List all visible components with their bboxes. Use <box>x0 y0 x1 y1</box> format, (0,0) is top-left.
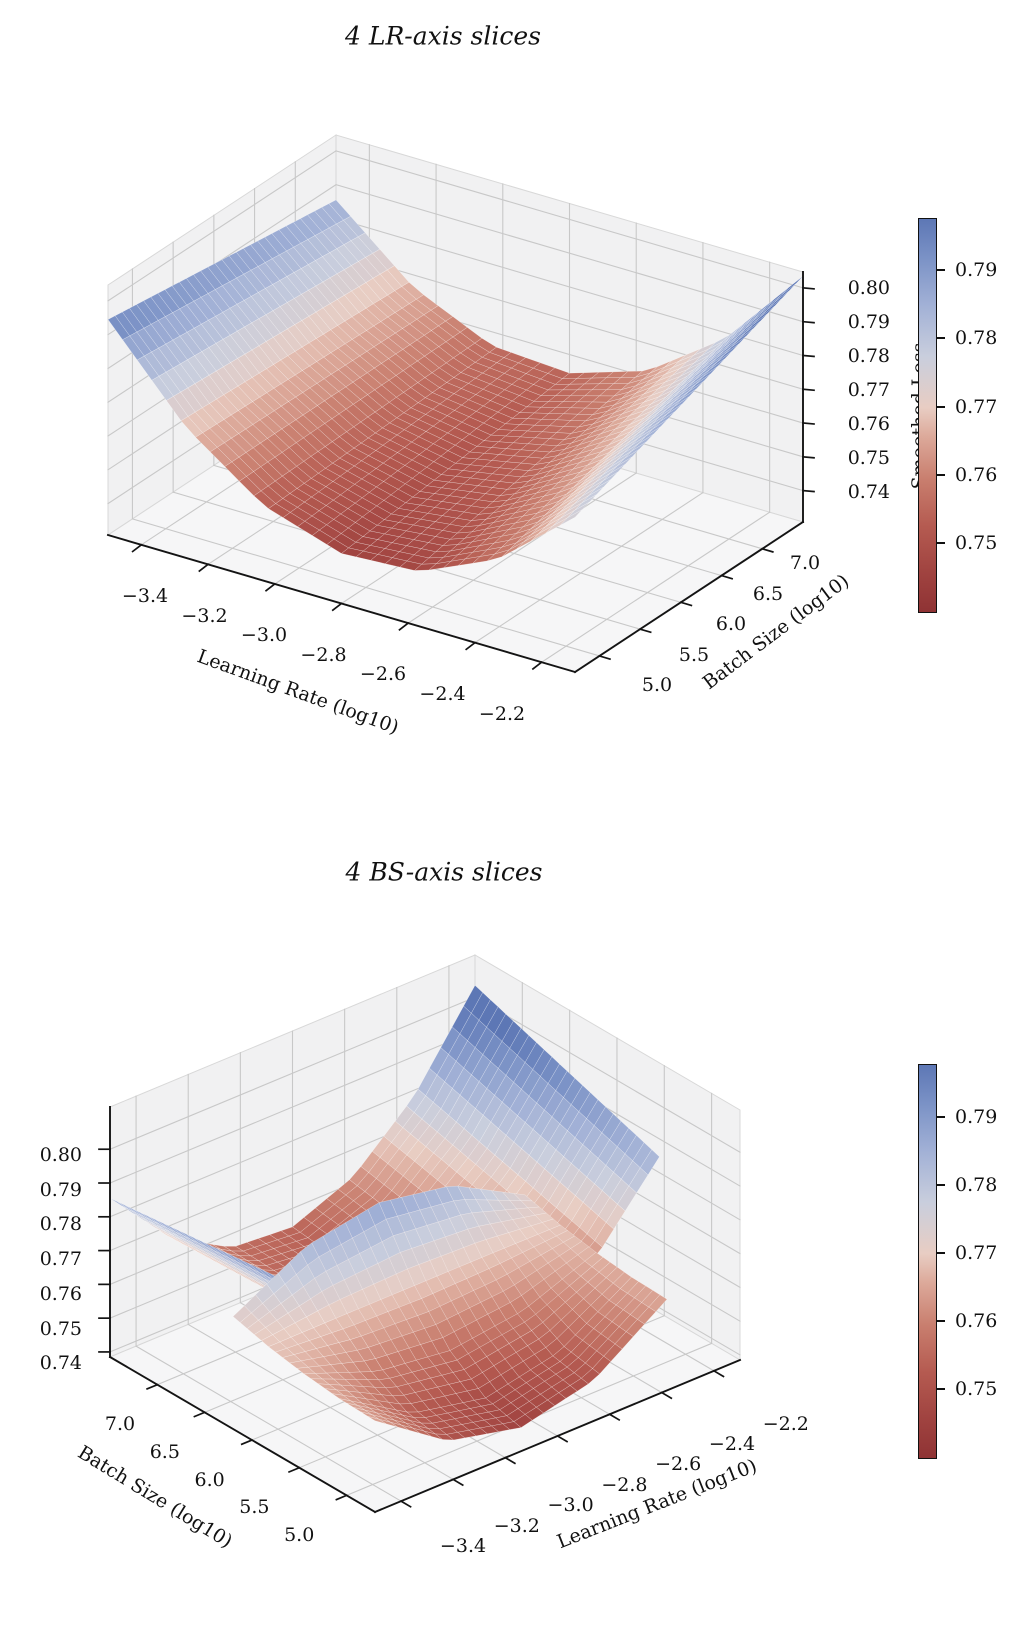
z-tick-label: 0.74 <box>39 1352 82 1375</box>
colorbar-tick-mark <box>937 337 945 339</box>
x-tick-label: −2.6 <box>655 1453 702 1476</box>
z-tick-label: 0.76 <box>847 413 890 435</box>
z-tick-label: 0.77 <box>847 379 890 401</box>
colorbar-bottom <box>918 1064 937 1459</box>
y-tick-label: 5.5 <box>239 1496 270 1519</box>
colorbar-tick-mark <box>937 1320 945 1322</box>
y-tick-label: 5.0 <box>641 674 673 696</box>
colorbar-tick-mark <box>937 1388 945 1390</box>
z-tick-label: 0.78 <box>847 345 890 367</box>
x-tick-label: −2.8 <box>601 1473 648 1496</box>
z-tick-label: 0.77 <box>39 1248 82 1271</box>
z-tick-label: 0.79 <box>847 311 890 333</box>
colorbar-tick-mark <box>937 406 945 408</box>
chart-title-top: 4 LR-axis slices <box>345 21 541 51</box>
x-tick-label: −2.2 <box>478 702 526 725</box>
x-tick-label: −3.4 <box>439 1535 487 1557</box>
x-tick-label: −3.0 <box>240 624 288 647</box>
colorbar-tick-label: 0.79 <box>955 259 998 281</box>
colorbar-tick-mark <box>937 1184 945 1186</box>
chart-title-bottom: 4 BS-axis slices <box>345 857 543 887</box>
z-tick-label: 0.75 <box>847 447 890 469</box>
y-tick-label: 6.5 <box>752 582 784 605</box>
colorbar-tick-mark <box>937 269 945 271</box>
y-tick-label: 7.0 <box>789 552 821 574</box>
x-tick-label: −3.4 <box>121 585 169 607</box>
colorbar-tick-label: 0.78 <box>955 1174 998 1196</box>
colorbar-tick-label: 0.76 <box>955 1310 998 1332</box>
colorbar-tick-label: 0.75 <box>955 532 998 554</box>
z-tick-label: 0.80 <box>847 277 890 299</box>
x-tick-label: −3.0 <box>547 1494 594 1517</box>
x-tick-label: −2.2 <box>762 1412 809 1435</box>
z-tick-label: 0.74 <box>847 481 890 503</box>
colorbar-top <box>918 218 937 613</box>
z-tick-label: 0.75 <box>39 1317 82 1340</box>
colorbar-tick-label: 0.79 <box>955 1106 998 1128</box>
colorbar-tick-mark <box>937 542 945 544</box>
z-tick-label: 0.78 <box>39 1213 82 1236</box>
z-tick-label: 0.80 <box>39 1144 82 1166</box>
x-tick-label: −3.2 <box>181 604 228 627</box>
y-tick-label: 6.5 <box>149 1440 180 1463</box>
colorbar-tick-mark <box>937 474 945 476</box>
z-tick-label: 0.79 <box>39 1178 82 1201</box>
x-tick-label: −2.8 <box>300 643 347 666</box>
y-tick-label: 5.0 <box>284 1524 315 1547</box>
colorbar-tick-mark <box>937 1116 945 1118</box>
x-tick-label: −2.4 <box>419 683 466 705</box>
y-tick-label: 6.0 <box>715 613 747 635</box>
x-tick-label: −2.6 <box>359 663 407 686</box>
y-tick-label: 6.0 <box>194 1468 225 1491</box>
y-tick-label: 5.5 <box>678 643 710 666</box>
colorbar-tick-label: 0.77 <box>955 396 998 418</box>
colorbar-tick-label: 0.76 <box>955 464 998 486</box>
x-tick-label: −2.4 <box>708 1433 756 1455</box>
colorbar-tick-label: 0.77 <box>955 1242 998 1264</box>
x-tick-label: −3.2 <box>493 1514 540 1537</box>
z-tick-label: 0.76 <box>39 1282 82 1305</box>
colorbar-tick-mark <box>937 1252 945 1254</box>
colorbar-tick-label: 0.75 <box>955 1378 998 1400</box>
y-tick-label: 7.0 <box>104 1413 136 1435</box>
colorbar-tick-label: 0.78 <box>955 327 998 349</box>
